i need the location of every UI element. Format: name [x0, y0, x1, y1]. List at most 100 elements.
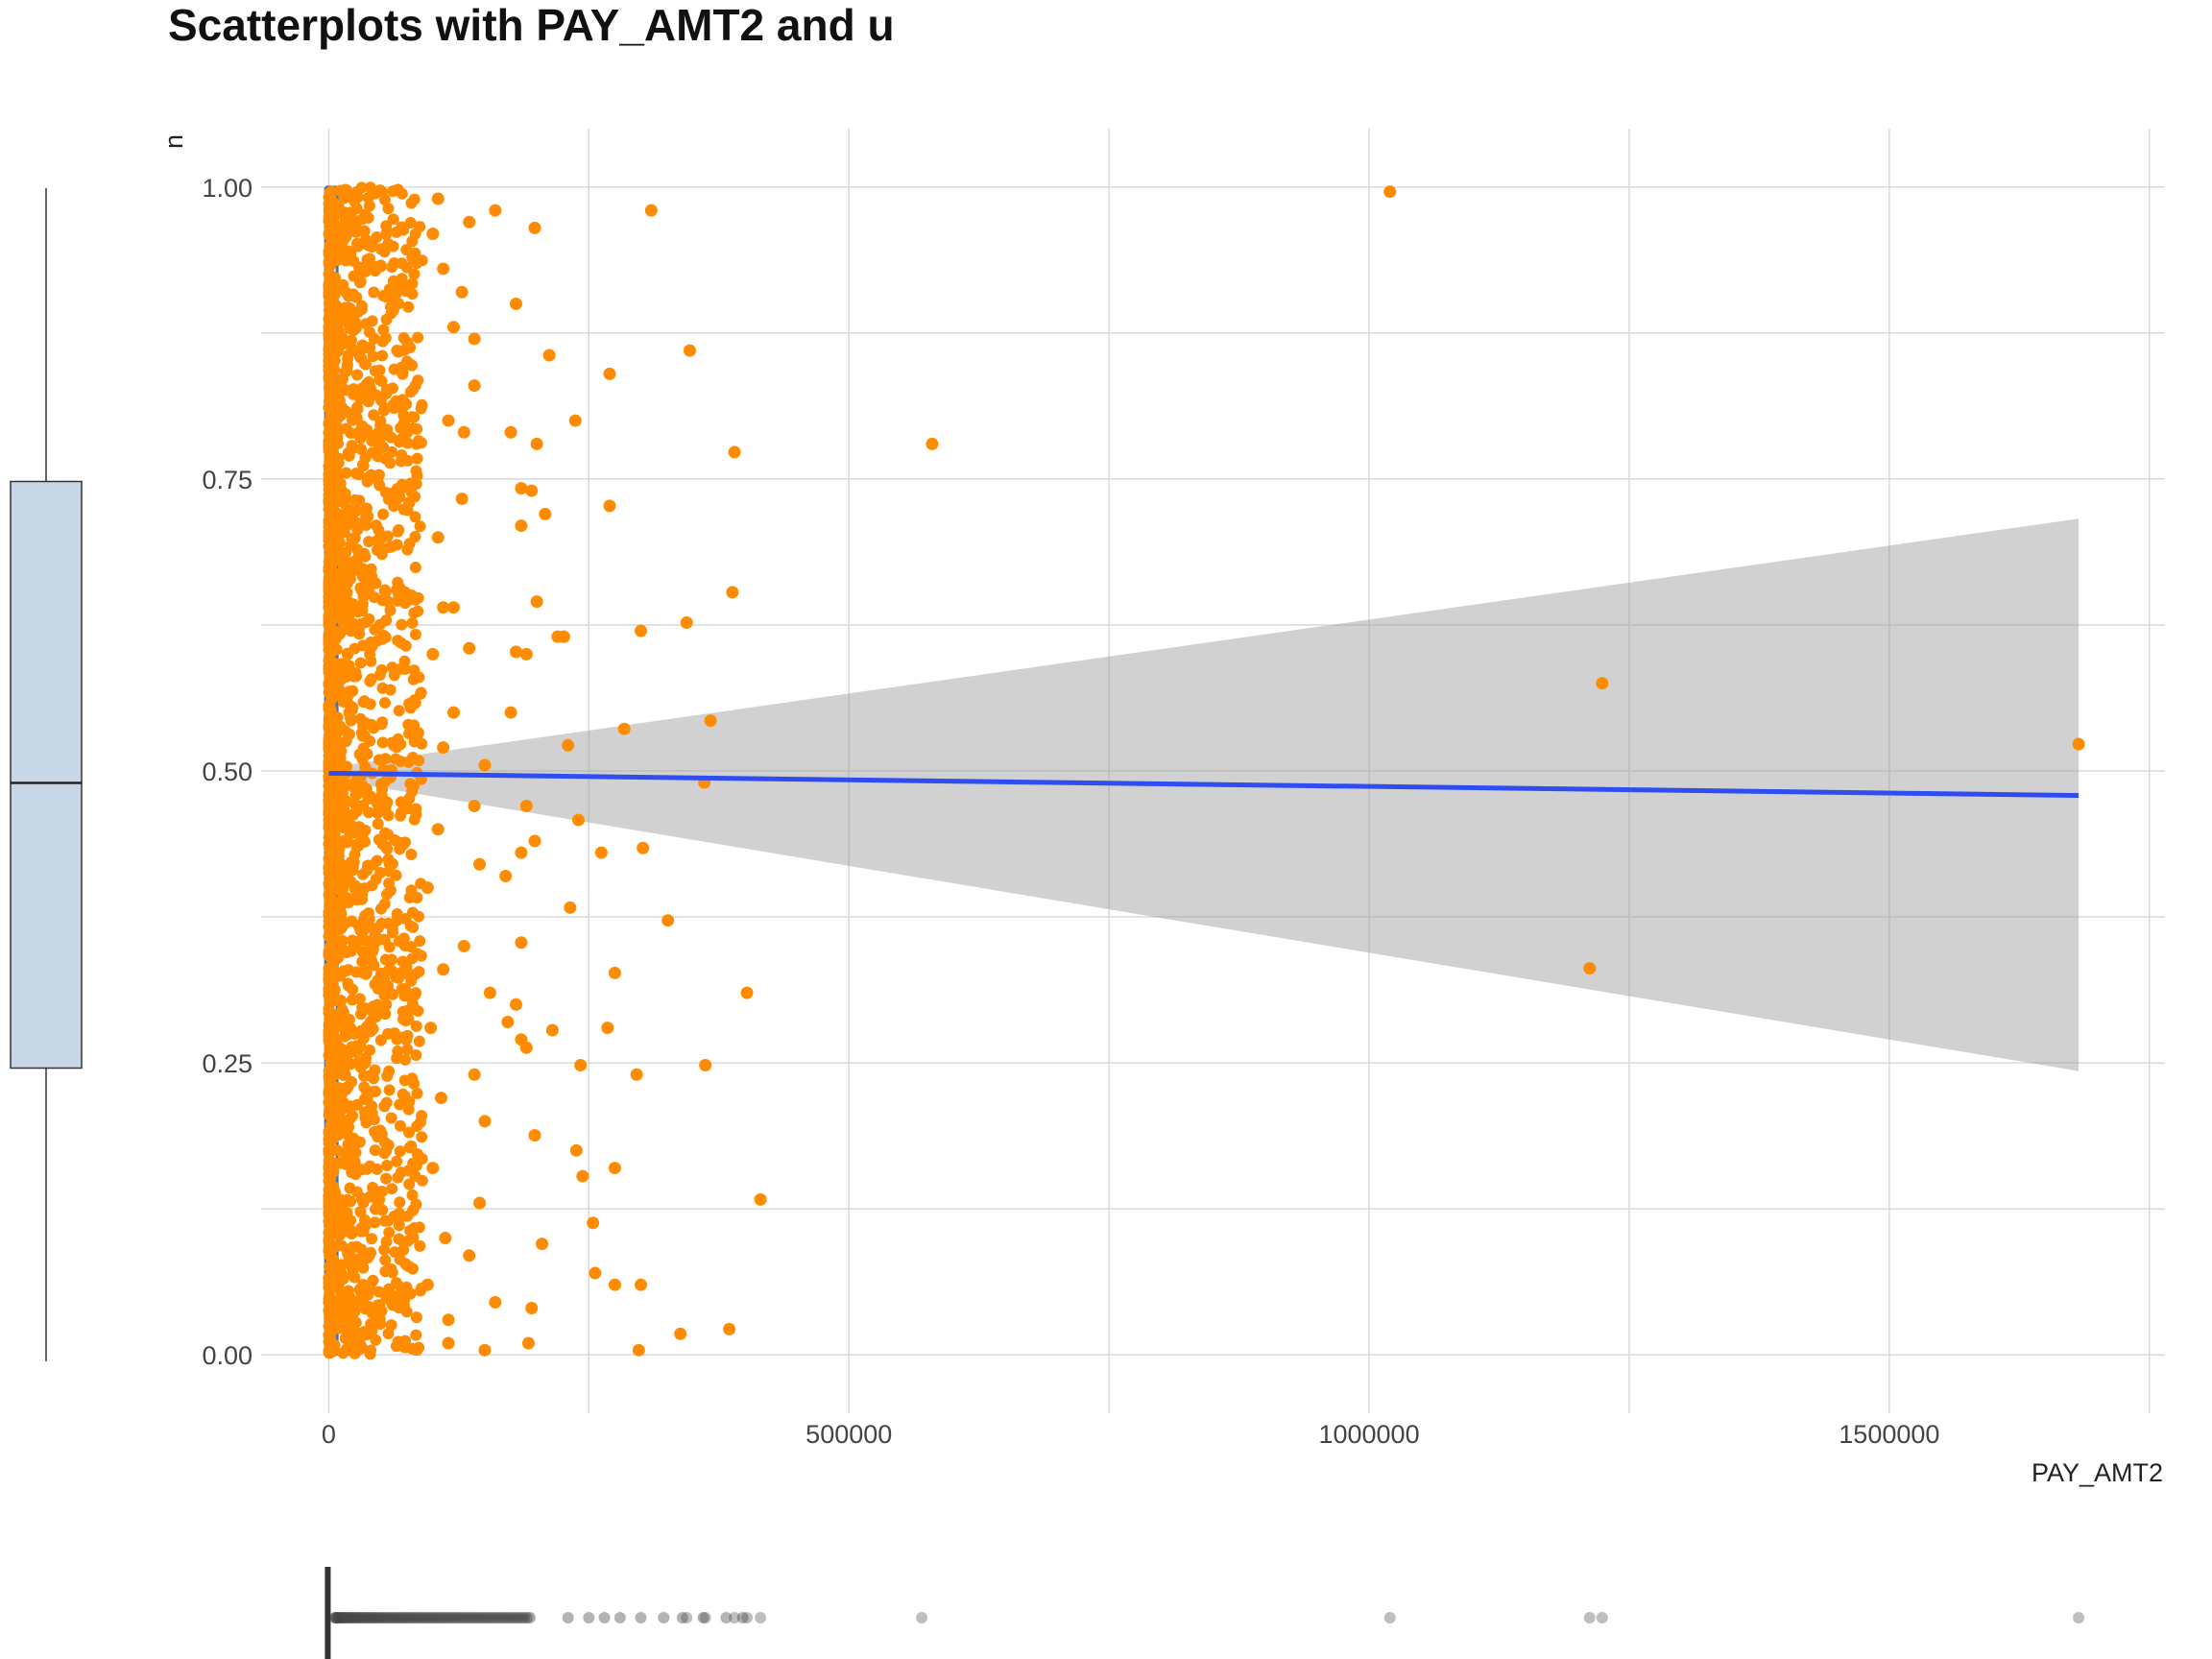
- scatter-point: [323, 1175, 335, 1188]
- x-box-outlier: [676, 1612, 688, 1623]
- scatter-point: [525, 484, 539, 497]
- scatter-point: [331, 1081, 344, 1094]
- scatter-point: [437, 601, 450, 614]
- scatter-point: [363, 200, 375, 212]
- scatter-point: [371, 1163, 383, 1175]
- x-box-outlier: [368, 1612, 380, 1623]
- scatter-point: [379, 1214, 392, 1227]
- scatter-point: [478, 1343, 492, 1357]
- scatter-point: [926, 437, 939, 450]
- confidence-band: [328, 518, 2080, 1071]
- scatter-point: [431, 192, 445, 205]
- scatter-point: [509, 297, 522, 310]
- x-box-outlier: [349, 1612, 362, 1623]
- scatter-point: [323, 837, 335, 850]
- x-box-outlier: [421, 1612, 433, 1623]
- scatter-point: [325, 854, 337, 867]
- scatter-point: [405, 197, 418, 209]
- scatter-point: [374, 243, 387, 255]
- x-box-outlier: [488, 1612, 500, 1623]
- x-box-outlier: [699, 1612, 711, 1623]
- scatter-point: [347, 1267, 359, 1280]
- scatter-point: [387, 240, 399, 252]
- x-box-outlier: [419, 1612, 431, 1623]
- scatter-point: [504, 425, 517, 439]
- scatter-point: [365, 1344, 377, 1357]
- scatter-point: [386, 965, 398, 977]
- scatter-point: [740, 986, 754, 999]
- scatter-point: [373, 754, 385, 766]
- scatter-point: [382, 487, 395, 499]
- scatter-point: [382, 829, 395, 841]
- scatter-point: [557, 630, 570, 643]
- scatter-point: [333, 754, 346, 766]
- scatter-point: [359, 358, 372, 371]
- scatter-point: [355, 1243, 368, 1256]
- scatter-point: [411, 452, 423, 465]
- scatter-points: [323, 181, 2085, 1360]
- scatter-point: [395, 1166, 407, 1179]
- scatter-point: [346, 667, 358, 680]
- scatter-point: [377, 508, 390, 520]
- x-box-outlier: [741, 1612, 754, 1623]
- scatter-point: [398, 655, 411, 667]
- scatter-point: [589, 1266, 602, 1280]
- scatter-point: [339, 559, 351, 571]
- scatter-point: [403, 728, 416, 740]
- scatter-point: [385, 1319, 397, 1332]
- scatter-point: [356, 598, 369, 611]
- scatter-point: [330, 1052, 343, 1065]
- scatter-point: [349, 1306, 361, 1318]
- scatter-point: [323, 441, 335, 453]
- scatter-point: [397, 1236, 410, 1248]
- scatter-point: [355, 1024, 368, 1037]
- scatter-point: [353, 628, 366, 640]
- scatter-point: [368, 1114, 380, 1126]
- scatter-point: [325, 1034, 338, 1046]
- x-box-outlier: [583, 1612, 595, 1623]
- scatter-point: [345, 1156, 357, 1168]
- scatter-point: [325, 185, 338, 198]
- scatter-point: [323, 373, 335, 385]
- scatter-point: [395, 809, 407, 822]
- scatter-point: [414, 1116, 426, 1128]
- scatter-point: [426, 227, 440, 240]
- scatter-point: [349, 468, 362, 480]
- y-tick-label: 0.50: [202, 757, 252, 786]
- x-box-outlier: [445, 1612, 458, 1623]
- scatter-point: [367, 350, 379, 363]
- scatter-point: [630, 1068, 643, 1081]
- scatter-point: [407, 422, 420, 435]
- x-box-outlier: [416, 1612, 428, 1623]
- scatter-point: [392, 1045, 404, 1057]
- scatter-point: [379, 953, 392, 966]
- scatter-point: [357, 914, 370, 926]
- x-box-outlier: [414, 1612, 426, 1623]
- scatter-point: [391, 1155, 403, 1167]
- scatter-point: [576, 1169, 589, 1183]
- scatter-point: [412, 374, 424, 387]
- scatter-point: [366, 879, 378, 892]
- scatter-point: [478, 758, 492, 772]
- scatter-point: [349, 618, 362, 631]
- scatter-point: [360, 782, 373, 795]
- scatter-point: [446, 706, 460, 719]
- scatter-point: [394, 345, 406, 357]
- scatter-point: [411, 1148, 423, 1161]
- scatter-point: [349, 605, 361, 617]
- scatter-point: [385, 291, 397, 303]
- scatter-point: [378, 1136, 391, 1148]
- x-box-outlier: [441, 1612, 453, 1623]
- scatter-point: [396, 273, 408, 285]
- scatter-point: [344, 573, 356, 586]
- scatter-point: [345, 334, 357, 347]
- scatter-point: [344, 875, 356, 887]
- scatter-point: [728, 445, 741, 459]
- scatter-point: [407, 921, 420, 933]
- scatter-point: [349, 966, 362, 978]
- y-tick-label: 1.00: [202, 174, 252, 203]
- scatter-point: [342, 518, 354, 531]
- scatter-point: [515, 846, 528, 859]
- scatter-point: [328, 230, 341, 243]
- x-box-outlier: [353, 1612, 366, 1623]
